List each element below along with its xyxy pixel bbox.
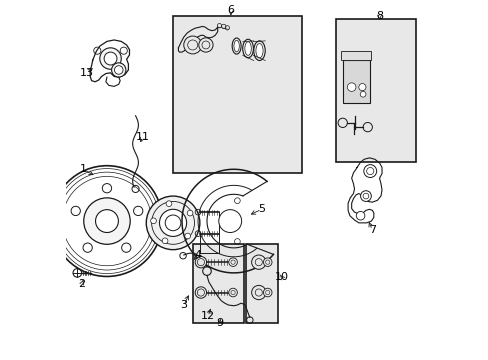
Ellipse shape: [232, 38, 241, 54]
Ellipse shape: [255, 44, 263, 58]
Bar: [340, 51, 370, 60]
Text: 3: 3: [180, 300, 187, 310]
Circle shape: [83, 198, 130, 244]
Circle shape: [356, 211, 364, 220]
Circle shape: [346, 83, 355, 91]
Circle shape: [360, 91, 365, 97]
Bar: [192, 244, 244, 323]
Circle shape: [251, 255, 265, 269]
Circle shape: [133, 206, 142, 216]
Bar: [173, 16, 301, 173]
Circle shape: [111, 63, 125, 77]
Ellipse shape: [242, 39, 253, 58]
Circle shape: [363, 165, 376, 177]
Text: 10: 10: [274, 272, 288, 282]
Text: 6: 6: [227, 5, 234, 15]
Circle shape: [146, 196, 200, 249]
Text: 4: 4: [194, 250, 201, 260]
Bar: [246, 244, 278, 323]
Text: 2: 2: [78, 279, 85, 289]
Circle shape: [360, 191, 370, 202]
Circle shape: [263, 258, 271, 266]
Text: 7: 7: [368, 225, 375, 235]
Circle shape: [159, 209, 186, 237]
Circle shape: [183, 36, 201, 54]
Text: 13: 13: [80, 68, 93, 78]
Circle shape: [187, 210, 193, 216]
Circle shape: [166, 201, 171, 207]
Ellipse shape: [233, 40, 239, 52]
Text: 11: 11: [135, 132, 149, 142]
Circle shape: [162, 238, 167, 244]
Text: 12: 12: [201, 311, 215, 321]
Circle shape: [218, 210, 241, 233]
Circle shape: [228, 258, 237, 266]
Text: 8: 8: [375, 11, 382, 21]
Ellipse shape: [253, 41, 264, 60]
Circle shape: [184, 233, 190, 239]
Circle shape: [251, 285, 265, 300]
Circle shape: [104, 52, 117, 65]
Circle shape: [122, 243, 131, 252]
Text: 9: 9: [216, 318, 224, 328]
Circle shape: [102, 184, 111, 193]
Bar: [335, 19, 415, 162]
Circle shape: [195, 256, 206, 268]
Circle shape: [228, 288, 237, 297]
Circle shape: [100, 48, 121, 69]
Circle shape: [95, 210, 118, 233]
Text: 5: 5: [258, 204, 264, 214]
Circle shape: [263, 288, 271, 297]
Circle shape: [83, 243, 92, 252]
Bar: [342, 60, 369, 103]
Text: 1: 1: [80, 164, 86, 174]
Circle shape: [195, 287, 206, 298]
Circle shape: [114, 66, 123, 74]
Circle shape: [358, 84, 365, 91]
Circle shape: [150, 218, 156, 224]
Circle shape: [71, 206, 80, 216]
Ellipse shape: [244, 42, 251, 55]
Circle shape: [198, 38, 213, 52]
